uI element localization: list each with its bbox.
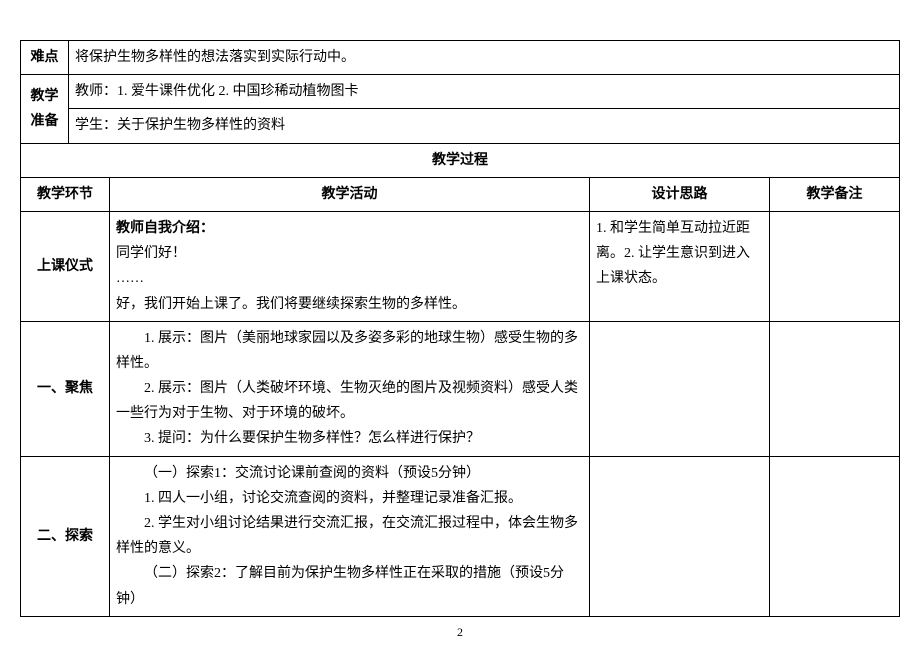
col-phase-header: 教学环节: [21, 177, 110, 211]
explore-activity: （一）探索1：交流讨论课前查阅的资料（预设5分钟） 1. 四人一小组，讨论交流查…: [110, 456, 590, 616]
page-number: 2: [20, 625, 900, 640]
focus-line1: 1. 展示：图片（美丽地球家园以及多姿多彩的地球生物）感受生物的多样性。: [116, 326, 583, 376]
ceremony-line3: 好，我们开始上课了。我们将要继续探索生物的多样性。: [116, 292, 583, 317]
focus-notes: [770, 321, 900, 456]
row-prep-student: 学生：关于保护生物多样性的资料: [21, 109, 900, 143]
prep-teacher: 教师：1. 爱牛课件优化 2. 中国珍稀动植物图卡: [69, 75, 900, 109]
col-notes-header: 教学备注: [770, 177, 900, 211]
ceremony-line1: 同学们好！: [116, 241, 583, 266]
ceremony-activity: 教师自我介绍： 同学们好！ …… 好，我们开始上课了。我们将要继续探索生物的多样…: [110, 211, 590, 321]
row-process-header: 教学过程: [21, 143, 900, 177]
explore-phase: 二、探索: [21, 456, 110, 616]
explore-line4: （二）探索2：了解目前为保护生物多样性正在采取的措施（预设5分钟）: [116, 561, 583, 611]
row-difficulty: 难点 将保护生物多样性的想法落实到实际行动中。: [21, 41, 900, 75]
lesson-plan-table: 难点 将保护生物多样性的想法落实到实际行动中。 教学准备 教师：1. 爱牛课件优…: [20, 40, 900, 617]
prep-label: 教学准备: [21, 75, 69, 143]
ceremony-phase: 上课仪式: [21, 211, 110, 321]
process-header: 教学过程: [21, 143, 900, 177]
ceremony-notes: [770, 211, 900, 321]
row-process-cols: 教学环节 教学活动 设计思路 教学备注: [21, 177, 900, 211]
col-rationale-header: 设计思路: [590, 177, 770, 211]
ceremony-line2: ……: [116, 266, 583, 291]
explore-line2: 1. 四人一小组，讨论交流查阅的资料，并整理记录准备汇报。: [116, 486, 583, 511]
row-prep-teacher: 教学准备 教师：1. 爱牛课件优化 2. 中国珍稀动植物图卡: [21, 75, 900, 109]
col-activity-header: 教学活动: [110, 177, 590, 211]
row-focus: 一、聚焦 1. 展示：图片（美丽地球家园以及多姿多彩的地球生物）感受生物的多样性…: [21, 321, 900, 456]
difficulty-content: 将保护生物多样性的想法落实到实际行动中。: [69, 41, 900, 75]
ceremony-rationale: 1. 和学生简单互动拉近距离。2. 让学生意识到进入上课状态。: [590, 211, 770, 321]
row-explore: 二、探索 （一）探索1：交流讨论课前查阅的资料（预设5分钟） 1. 四人一小组，…: [21, 456, 900, 616]
focus-activity: 1. 展示：图片（美丽地球家园以及多姿多彩的地球生物）感受生物的多样性。 2. …: [110, 321, 590, 456]
focus-phase: 一、聚焦: [21, 321, 110, 456]
focus-rationale: [590, 321, 770, 456]
row-ceremony: 上课仪式 教师自我介绍： 同学们好！ …… 好，我们开始上课了。我们将要继续探索…: [21, 211, 900, 321]
ceremony-activity-bold: 教师自我介绍：: [116, 216, 583, 241]
difficulty-label: 难点: [21, 41, 69, 75]
explore-notes: [770, 456, 900, 616]
focus-line3: 3. 提问：为什么要保护生物多样性？怎么样进行保护？: [116, 426, 583, 451]
explore-line3: 2. 学生对小组讨论结果进行交流汇报，在交流汇报过程中，体会生物多样性的意义。: [116, 511, 583, 561]
explore-line1: （一）探索1：交流讨论课前查阅的资料（预设5分钟）: [116, 461, 583, 486]
prep-student: 学生：关于保护生物多样性的资料: [69, 109, 900, 143]
explore-rationale: [590, 456, 770, 616]
focus-line2: 2. 展示：图片（人类破坏环境、生物灭绝的图片及视频资料）感受人类一些行为对于生…: [116, 376, 583, 426]
